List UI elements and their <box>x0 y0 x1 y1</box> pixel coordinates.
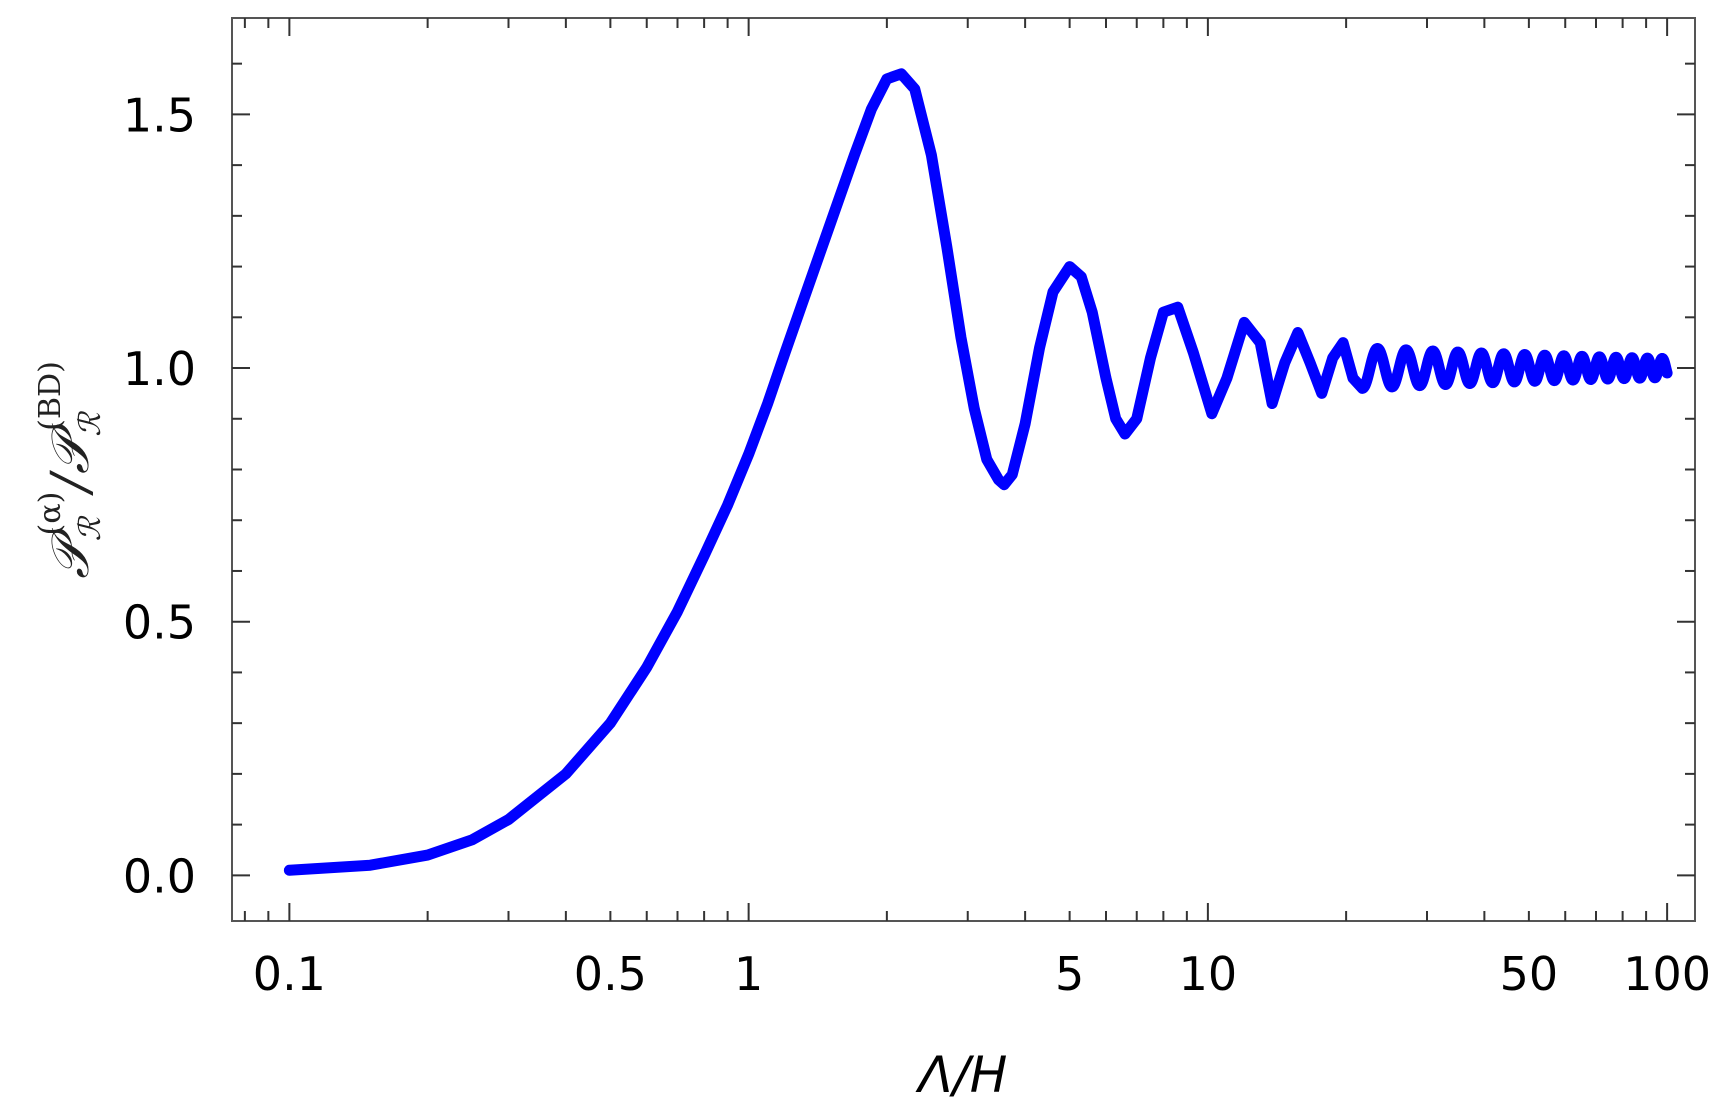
x-tick-label: 10 <box>1179 947 1238 1001</box>
y-axis-label-denominator-sup: (BD) <box>33 361 68 431</box>
y-axis-label: 𝒫ℛ(α)/𝒫ℛ(BD) <box>33 361 108 579</box>
y-tick-label: 1.0 <box>123 342 196 396</box>
y-axis-label-numerator-sup: (α) <box>33 492 68 536</box>
y-axis-label-numerator-sub: ℛ <box>73 515 108 541</box>
y-tick-labels: 0.0 0.5 1.0 1.5 <box>123 88 196 903</box>
plot-frame <box>231 17 1696 922</box>
x-tick-label: 50 <box>1500 947 1559 1001</box>
y-axis-label-slash: / <box>41 470 101 497</box>
x-tick-label: 0.1 <box>253 947 326 1001</box>
series-line <box>283 68 1673 876</box>
x-tick-labels: 0.1 0.5 1 5 10 50 100 <box>253 947 1711 1001</box>
x-tick-label: 0.5 <box>574 947 647 1001</box>
y-tick-label: 0.0 <box>123 849 196 903</box>
y-tick-label: 1.5 <box>123 88 196 142</box>
y-axis-label-denominator-sub: ℛ <box>73 411 108 437</box>
axis-ticks <box>232 18 1695 921</box>
x-tick-label: 5 <box>1055 947 1084 1001</box>
y-tick-label: 0.5 <box>123 596 196 650</box>
x-tick-label: 100 <box>1623 947 1711 1001</box>
x-axis-label: Λ/H <box>915 1046 1008 1104</box>
x-tick-label: 1 <box>734 947 763 1001</box>
svg-text:𝒫ℛ(α)/𝒫ℛ(BD): 𝒫ℛ(α)/𝒫ℛ(BD) <box>33 361 108 579</box>
